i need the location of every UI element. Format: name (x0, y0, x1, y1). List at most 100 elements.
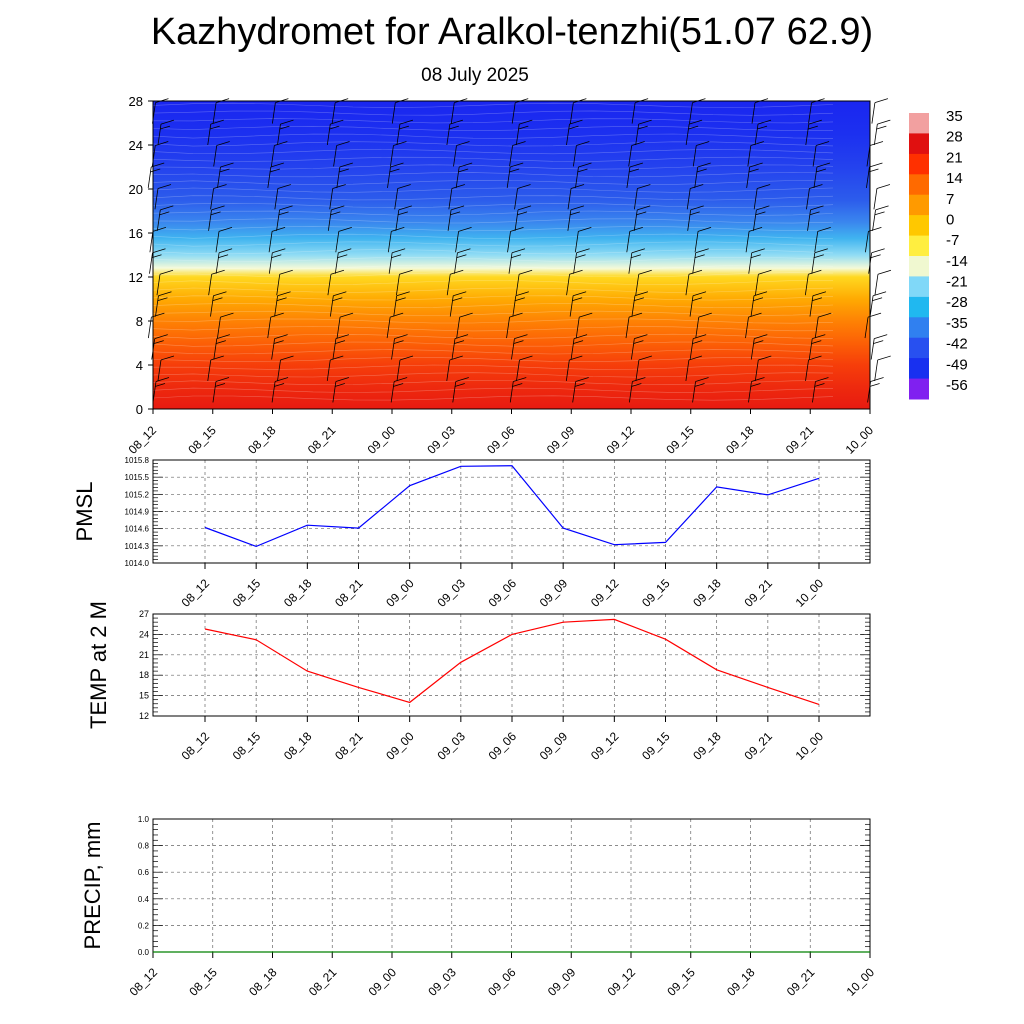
wind-barb-feather (390, 162, 404, 168)
wind-barb-staff (207, 124, 212, 146)
wind-barb-feather (812, 334, 826, 339)
wind-barb-feather (154, 383, 166, 387)
contour-line (152, 210, 834, 216)
contour-line (152, 380, 834, 386)
wind-barb-staff (157, 124, 162, 146)
colorbar-swatch (909, 133, 929, 155)
wind-barb-staff (874, 274, 879, 296)
wind-barb-staff (748, 381, 752, 403)
wind-barb-staff (271, 381, 276, 403)
wind-barb-feather (391, 226, 405, 232)
wind-barb-feather (334, 383, 345, 387)
wind-barb-feather (450, 205, 465, 211)
wind-barb-staff (396, 274, 400, 296)
wind-barb-feather (758, 269, 772, 275)
wind-barb-feather (396, 291, 410, 297)
wind-barb-feather (688, 125, 699, 130)
wind-barb-feather (754, 334, 768, 339)
contour-line (152, 218, 834, 224)
wind-barb-staff (869, 295, 874, 317)
wind-barb-staff (635, 359, 640, 382)
wind-barb-feather (638, 119, 652, 125)
wind-barb-staff (509, 145, 513, 167)
y-tick-label: 1015.8 (125, 456, 150, 465)
wind-barb-staff (332, 338, 337, 360)
colorbar-label: -21 (946, 274, 968, 291)
wind-barb-staff (573, 252, 577, 274)
wind-barb-feather (152, 248, 166, 254)
wind-barb-feather (814, 383, 825, 387)
wind-barb-feather (338, 168, 349, 173)
wind-barb-column (625, 98, 653, 403)
wind-barb-feather (393, 340, 404, 344)
wind-barb-feather (399, 355, 414, 361)
wind-barb-staff (448, 188, 453, 210)
contour-line (152, 179, 834, 185)
wind-barb-staff (811, 252, 816, 274)
wind-barb-feather (631, 141, 645, 146)
wind-barb-staff (687, 209, 692, 231)
contour-line (152, 110, 834, 116)
wind-barb-staff (805, 359, 809, 382)
wind-barb-feather (751, 377, 765, 382)
wind-barb-staff (213, 145, 218, 167)
wind-barb-feather (869, 383, 880, 387)
wind-barb-feather (280, 119, 294, 125)
wind-barb-staff (207, 359, 212, 382)
wind-barb-staff (446, 124, 451, 146)
wind-barb-feather (633, 297, 645, 302)
colorbar-label: 14 (946, 170, 963, 187)
chart-title: Kazhydromet for Aralkol-tenzhi(51.07 62.… (150, 11, 874, 53)
wind-barb-staff (336, 317, 341, 339)
wind-barb-staff (625, 317, 630, 339)
x-tick-label: 09_03 (434, 576, 468, 610)
wind-barb-staff (633, 188, 638, 210)
wind-barb-feather (209, 125, 220, 130)
wind-barb-feather (336, 141, 350, 146)
wind-barb-staff (569, 295, 574, 317)
colorbar-swatch (909, 194, 929, 216)
wind-barb-staff (865, 231, 869, 253)
wind-barb-staff (569, 102, 574, 124)
temperature-height-section: 0 4 8 12 16 20 24 28 08_12 08_15 08_18 08_21 09_00 09… (126, 94, 892, 457)
wind-barb-feather (809, 211, 820, 216)
wind-barb-staff (746, 166, 751, 188)
x-tick-label: 09_15 (639, 729, 673, 763)
wind-barb-feather (518, 269, 533, 275)
contour-line (152, 318, 834, 324)
wind-barb-feather (394, 377, 408, 382)
wind-barb-feather (516, 211, 528, 216)
wind-barb-staff (271, 102, 276, 124)
wind-barb-staff (268, 252, 273, 274)
wind-barb-staff (754, 124, 759, 146)
y-tick-label: 1015.5 (125, 473, 150, 482)
wind-barb-feather (152, 226, 167, 232)
contour-line (152, 241, 834, 247)
x-tick-label: 09_21 (784, 965, 818, 999)
wind-barb-staff (754, 359, 759, 382)
wind-barb-staff (745, 231, 750, 253)
wind-barb-feather (458, 168, 469, 173)
wind-barb-staff (516, 359, 520, 382)
colorbar-label: -49 (946, 356, 968, 373)
wind-barb-feather (213, 291, 227, 297)
wind-barb-staff (156, 274, 161, 296)
wind-barb-feather (629, 162, 644, 168)
wind-barb-feather (814, 248, 828, 254)
wind-barb-feather (456, 254, 467, 259)
x-tick-label: 08_12 (179, 576, 213, 610)
wind-barb-feather (393, 383, 404, 387)
y-tick-label: 1015.2 (125, 490, 150, 499)
wind-barb-feather (513, 340, 524, 344)
wind-barb-staff (396, 124, 401, 146)
wind-barb-feather (153, 340, 164, 344)
wind-barb-feather (457, 248, 471, 254)
wind-barb-feather (753, 291, 768, 297)
wind-barb-staff (154, 188, 159, 210)
wind-barb-feather (808, 119, 822, 125)
wind-barb-staff (446, 274, 451, 296)
colorbar-swatch (909, 256, 929, 277)
wind-barb-feather (150, 168, 161, 173)
wind-barb-staff (809, 295, 814, 317)
wind-barb-feather (279, 205, 293, 211)
